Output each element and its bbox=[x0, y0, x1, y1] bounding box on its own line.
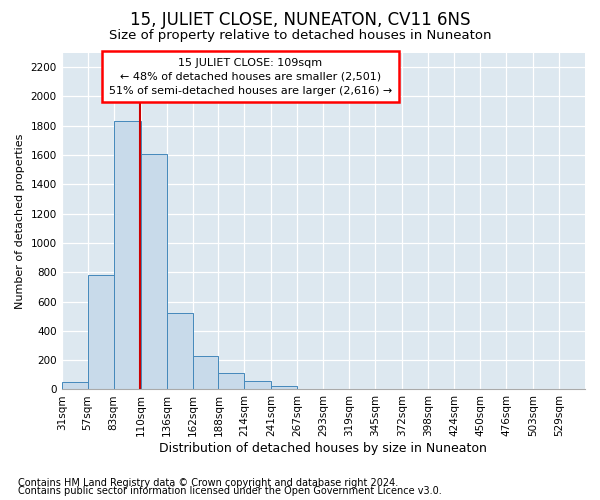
Bar bbox=[193, 356, 218, 390]
Bar bbox=[88, 275, 113, 390]
Bar bbox=[167, 314, 193, 390]
Bar bbox=[62, 382, 88, 390]
Bar bbox=[271, 386, 298, 390]
Text: Contains public sector information licensed under the Open Government Licence v3: Contains public sector information licen… bbox=[18, 486, 442, 496]
Bar bbox=[140, 154, 167, 390]
Text: Contains HM Land Registry data © Crown copyright and database right 2024.: Contains HM Land Registry data © Crown c… bbox=[18, 478, 398, 488]
Bar bbox=[244, 382, 271, 390]
Text: Size of property relative to detached houses in Nuneaton: Size of property relative to detached ho… bbox=[109, 29, 491, 42]
Bar bbox=[113, 122, 140, 390]
Text: 15 JULIET CLOSE: 109sqm
← 48% of detached houses are smaller (2,501)
51% of semi: 15 JULIET CLOSE: 109sqm ← 48% of detache… bbox=[109, 58, 392, 96]
Text: 15, JULIET CLOSE, NUNEATON, CV11 6NS: 15, JULIET CLOSE, NUNEATON, CV11 6NS bbox=[130, 11, 470, 29]
Bar bbox=[218, 374, 244, 390]
X-axis label: Distribution of detached houses by size in Nuneaton: Distribution of detached houses by size … bbox=[160, 442, 487, 455]
Y-axis label: Number of detached properties: Number of detached properties bbox=[15, 134, 25, 308]
